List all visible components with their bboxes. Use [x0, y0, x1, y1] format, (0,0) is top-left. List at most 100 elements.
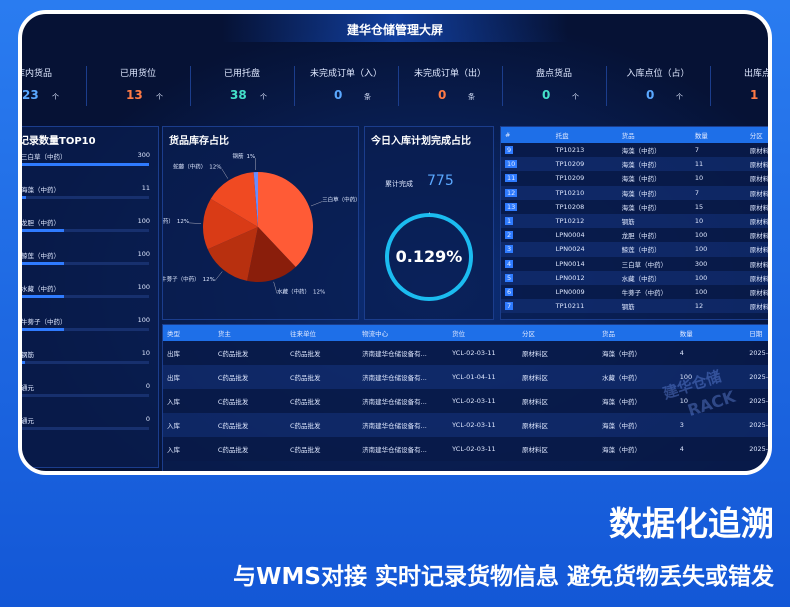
- dashboard-screen: 建华仓储管理大屏 库内货品 23 个已用货位 13 个已用托盘 38 个未完成订单（入） 0 条…: [18, 10, 772, 475]
- table-cell: 济南建华仓储设备有...: [362, 446, 427, 454]
- table-cell: 入库: [167, 446, 180, 454]
- pie-slice: [207, 227, 258, 281]
- kpi-divider: [606, 66, 607, 106]
- table-cell: 7: [694, 188, 700, 197]
- table-cell: LPN0024: [555, 245, 585, 254]
- column-header: 货品: [602, 330, 616, 338]
- table-cell: YCL-02-03-11: [452, 421, 496, 429]
- item-name: 牛蒡子（中药）: [21, 318, 67, 326]
- item-value: 100: [137, 283, 150, 291]
- table-cell: 出库: [167, 350, 180, 358]
- table-cell: 4: [679, 349, 684, 357]
- total-value: 775: [427, 173, 454, 189]
- table-cell: TP10208: [555, 202, 585, 211]
- slice-name: 牛蒡子（中药）: [163, 275, 200, 283]
- gauge-progress: [384, 212, 474, 302]
- table-cell: 4: [501, 257, 552, 271]
- slice-label: 蛇藤（中药） 12%: [173, 162, 221, 170]
- table-cell: 钢筋: [621, 303, 635, 312]
- data-table: # 托盘 货品 数量 分区 9 TP10213 海藻（中药） 7 原材料区 10 TP10209 海藻（…: [501, 127, 770, 314]
- kpi-value: 13: [126, 88, 143, 102]
- column-header: 往来单位: [290, 330, 316, 338]
- table-row: 3 LPN0024 鲸莲（中药） 100 原材料区: [501, 242, 768, 257]
- table-cell: 原材料区: [749, 303, 770, 312]
- table-cell: 12: [694, 302, 704, 311]
- total-label: 累计完成: [385, 180, 413, 188]
- kpi-divider: [86, 66, 87, 106]
- table-cell: 入库: [167, 398, 180, 406]
- bar-track: [22, 196, 149, 199]
- kpi-divider: [190, 66, 191, 106]
- table-cell: TP10211: [555, 302, 585, 311]
- table-cell: YCL-01-04-11: [452, 373, 496, 381]
- bar-track: [22, 394, 149, 397]
- header-row: 类型 货主 往来单位 物流中心 货位 分区 货品 数量 日期: [163, 325, 768, 341]
- row-index: 12: [505, 188, 518, 197]
- table-cell: 10: [501, 157, 552, 171]
- kpi-divider: [398, 66, 399, 106]
- table-cell: 1: [501, 214, 552, 228]
- table-cell: 2025-03-11: [749, 349, 772, 357]
- table-cell: 原材料区: [749, 274, 770, 283]
- pie-slice: [203, 198, 258, 250]
- item-value: 100: [137, 250, 150, 258]
- table-row: 出库 C药品批发 C药品批发 济南建华仓储设备有... YCL-02-03-11 原材料区…: [163, 341, 772, 365]
- header-band: [222, 14, 568, 42]
- table-cell: 鲸莲（中药）: [621, 246, 661, 255]
- slice-percent: 12%: [203, 277, 215, 283]
- kpi-label: 出库点位: [743, 69, 771, 79]
- table-cell: 4: [679, 445, 684, 453]
- table-cell: 7: [694, 146, 700, 155]
- table-cell: C药品批发: [217, 374, 249, 382]
- table-cell: 原材料区: [749, 175, 770, 184]
- column-header: 货主: [217, 330, 231, 338]
- table-cell: 2025-03-11: [749, 373, 772, 381]
- pie-slice: [210, 172, 258, 227]
- table-row: 入库 C药品批发 C药品批发 济南建华仓储设备有... YCL-02-03-11 原材料区…: [163, 413, 768, 437]
- gauge-ring: 0.129%: [384, 212, 474, 302]
- table-row: 出库 C药品批发 C药品批发 济南建华仓储设备有... YCL-01-04-11 原材料区…: [163, 365, 772, 389]
- table-row: 9 TP10213 海藻（中药） 7 原材料区: [501, 143, 768, 158]
- table-cell: C药品批发: [290, 350, 321, 358]
- table-cell: 2: [501, 228, 552, 242]
- row-index: 1: [505, 217, 514, 226]
- bar: [22, 229, 64, 232]
- pie-slice: [253, 172, 258, 227]
- table-cell: 原材料区: [749, 260, 770, 269]
- item-value: 100: [137, 217, 150, 225]
- kpi-label: 未完成订单（入）: [309, 69, 382, 79]
- table-row: 6 LPN0009 牛蒡子（中药） 100 原材料区: [501, 284, 768, 300]
- table-cell: 10: [694, 174, 704, 183]
- table-cell: 300: [694, 259, 708, 268]
- column-header: 数量: [694, 132, 708, 140]
- bar-track: [22, 262, 149, 265]
- bar: [22, 196, 26, 199]
- table-cell: 13: [501, 200, 552, 214]
- slice-label: 钢筋 1%: [233, 152, 256, 160]
- kpi-label: 盘点货品: [535, 69, 572, 79]
- label-leader: [273, 281, 278, 294]
- table-cell: 100: [694, 231, 708, 240]
- table-cell: 原材料区: [522, 422, 548, 430]
- item-name: 海藻（中药）: [21, 186, 60, 194]
- table-cell: 10: [694, 217, 704, 226]
- table-cell: 原材料区: [522, 446, 548, 454]
- pie-chart: 三白草（中药）30%水藏（中药）12%牛蒡子（中药）12%龙胆（中药）12%蛇藤…: [163, 152, 358, 295]
- table-cell: 100: [694, 287, 708, 296]
- column-header: 数量: [679, 330, 693, 338]
- kpi-value: 0: [542, 88, 551, 102]
- slice-name: 龙胆（中药）: [163, 217, 174, 225]
- slice-percent: 12%: [177, 219, 189, 225]
- column-header: 货品: [621, 132, 635, 140]
- data-table: 类型 货主 往来单位 物流中心 货位 分区 货品 数量 日期 出库 C药品批发 C药品批发 济南建华仓储…: [163, 325, 772, 461]
- row-index: 5: [505, 273, 514, 282]
- bar: [22, 262, 64, 265]
- slice-label: 龙胆（中药）12%: [163, 217, 189, 225]
- table-cell: 原材料区: [749, 189, 770, 198]
- table-cell: 5: [501, 271, 552, 285]
- table-cell: 100: [694, 245, 708, 254]
- table-cell: LPN0012: [555, 273, 585, 282]
- item-value: 100: [137, 316, 150, 324]
- slice-label: 三白草（中药）30%: [322, 196, 358, 204]
- header-row: # 托盘 货品 数量 分区: [501, 127, 768, 143]
